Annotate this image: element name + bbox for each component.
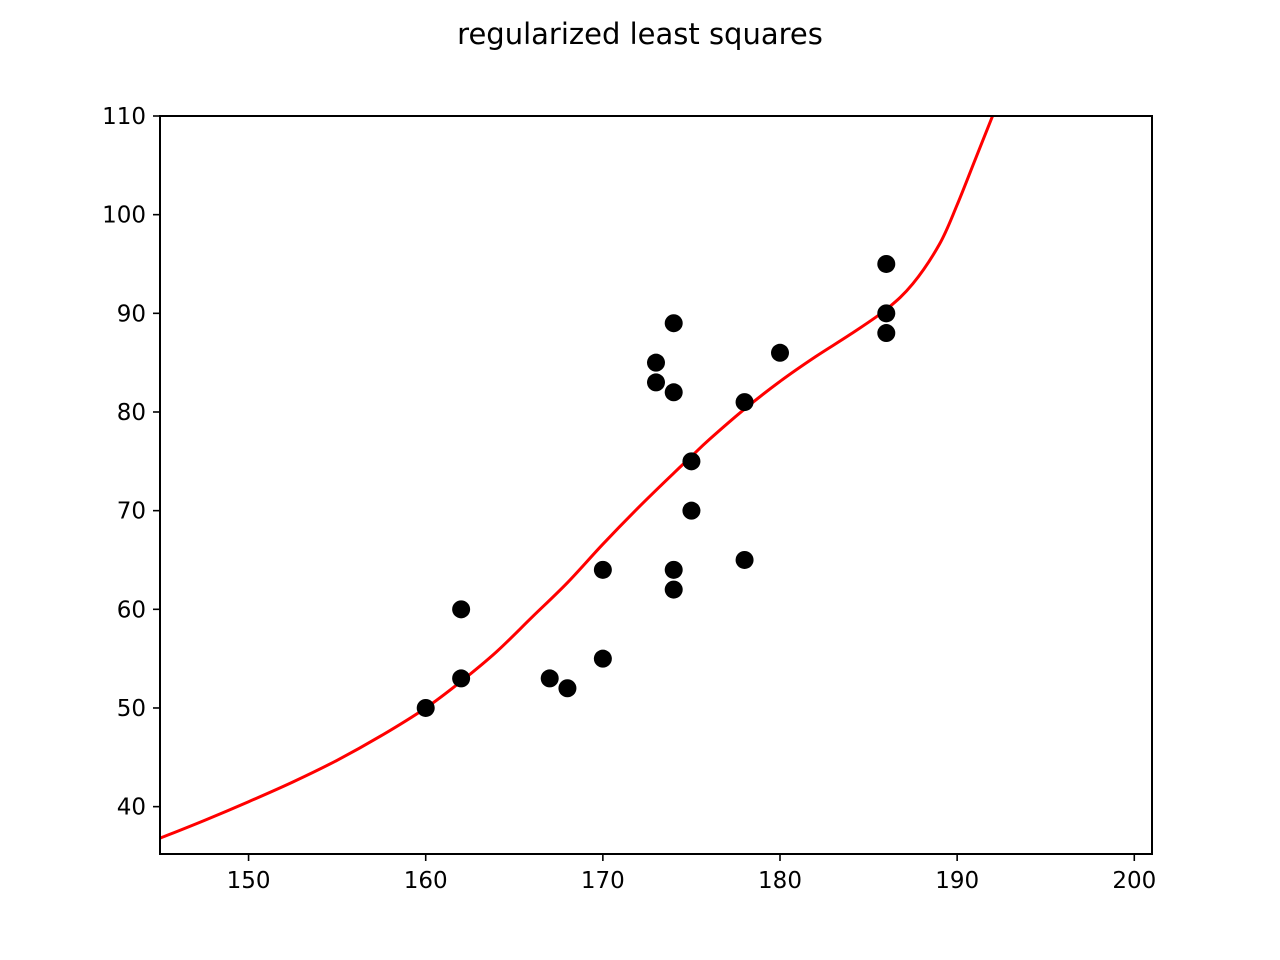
data-point — [593, 560, 612, 579]
data-point — [558, 679, 577, 698]
y-tick-label: 70 — [117, 499, 146, 525]
data-point — [540, 669, 559, 688]
data-point — [647, 373, 665, 392]
data-point — [664, 383, 683, 402]
chart-title: regularized least squares — [457, 17, 823, 51]
data-point — [877, 324, 896, 343]
axes: 150 160 170 180 190 200 40 50 60 70 80 90 100 110 — [102, 104, 1156, 894]
data-point — [735, 550, 754, 569]
data-point — [682, 501, 701, 520]
axes-frame — [159, 115, 1153, 855]
data-point — [682, 452, 701, 471]
y-tick-label: 60 — [117, 597, 146, 623]
y-tick-label: 110 — [102, 104, 146, 130]
x-tick-label: 170 — [581, 868, 625, 894]
data-point — [647, 353, 665, 372]
data-point — [664, 314, 683, 333]
y-tick-label: 80 — [117, 400, 146, 426]
plot-clip-group — [160, 116, 994, 840]
data-point — [771, 343, 789, 362]
data-point — [735, 393, 754, 412]
data-point — [877, 304, 896, 323]
y-tick-label: 40 — [117, 795, 146, 821]
x-tick-label: 180 — [758, 868, 802, 894]
data-point — [452, 600, 471, 619]
x-tick-label: 190 — [935, 868, 979, 894]
fit-line — [160, 116, 994, 840]
x-tick-label: 150 — [227, 868, 271, 894]
y-tick-label: 50 — [117, 696, 146, 722]
x-tick-label: 200 — [1112, 868, 1156, 894]
y-tick-label: 90 — [117, 301, 146, 327]
data-point — [416, 698, 435, 717]
data-point — [877, 254, 896, 273]
data-point — [452, 669, 471, 688]
data-point — [593, 649, 612, 668]
data-point — [664, 560, 683, 579]
y-tick-label: 100 — [102, 203, 146, 229]
x-tick-label: 160 — [404, 868, 448, 894]
plot-area — [160, 116, 994, 840]
data-point — [664, 580, 683, 599]
